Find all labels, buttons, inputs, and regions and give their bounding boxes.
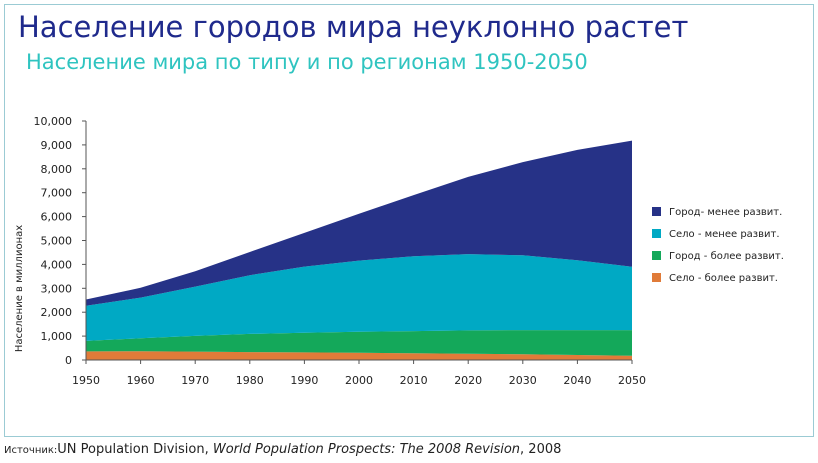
x-tick-label-7: 2020 <box>454 374 482 387</box>
legend-swatch-3 <box>652 207 661 216</box>
y-axis-label: Население в миллионах <box>14 225 25 352</box>
source-org: UN Population Division, <box>57 442 213 457</box>
chart-subtitle: Население мира по типу и по регионам 195… <box>26 50 588 74</box>
x-tick-label-0: 1950 <box>72 374 100 387</box>
x-tick-label-1: 1960 <box>127 374 155 387</box>
legend-label-3: Город- менее развит. <box>669 207 782 218</box>
y-tick-label-9: 9,000 <box>41 139 73 152</box>
y-tick-label-7: 7,000 <box>41 187 73 200</box>
source-note: Источник:UN Population Division, World P… <box>4 442 561 457</box>
y-tick-label-3: 3,000 <box>41 282 73 295</box>
legend-swatch-2 <box>652 229 661 238</box>
chart-frame <box>4 4 814 437</box>
legend-label-0: Село - более развит. <box>669 273 778 284</box>
y-tick-label-6: 6,000 <box>41 211 73 224</box>
legend-label-1: Город - более развит. <box>669 251 784 262</box>
x-tick-label-2: 1970 <box>181 374 209 387</box>
y-tick-label-2: 2,000 <box>41 306 73 319</box>
y-tick-label-5: 5,000 <box>41 235 73 248</box>
y-tick-label-1: 1,000 <box>41 330 73 343</box>
y-tick-label-0: 0 <box>65 354 72 367</box>
x-tick-label-8: 2030 <box>509 374 537 387</box>
x-tick-label-10: 2050 <box>618 374 646 387</box>
x-tick-label-4: 1990 <box>290 374 318 387</box>
area-series-3 <box>86 140 632 306</box>
area-series-0 <box>86 351 632 360</box>
x-tick-label-6: 2010 <box>400 374 428 387</box>
source-label: Источник: <box>4 445 58 456</box>
x-tick-label-5: 2000 <box>345 374 373 387</box>
y-tick-label-8: 8,000 <box>41 163 73 176</box>
area-series-2 <box>86 254 632 341</box>
page-title: Население городов мира неуклонно растет <box>18 10 689 44</box>
area-series-1 <box>86 330 632 356</box>
legend-swatch-1 <box>652 251 661 260</box>
y-tick-label-10: 10,000 <box>34 115 73 128</box>
source-publication: World Population Prospects: The 2008 Rev… <box>212 442 521 457</box>
legend-label-2: Село - менее развит. <box>669 229 780 240</box>
legend-swatch-0 <box>652 273 661 282</box>
x-tick-label-9: 2040 <box>563 374 591 387</box>
source-year: , 2008 <box>520 442 562 457</box>
x-tick-label-3: 1980 <box>236 374 264 387</box>
population-area-chart: 0 1,000 2,000 3,000 4,000 5,000 6,000 7,000 8,00… <box>14 115 784 387</box>
y-tick-label-4: 4,000 <box>41 258 73 271</box>
